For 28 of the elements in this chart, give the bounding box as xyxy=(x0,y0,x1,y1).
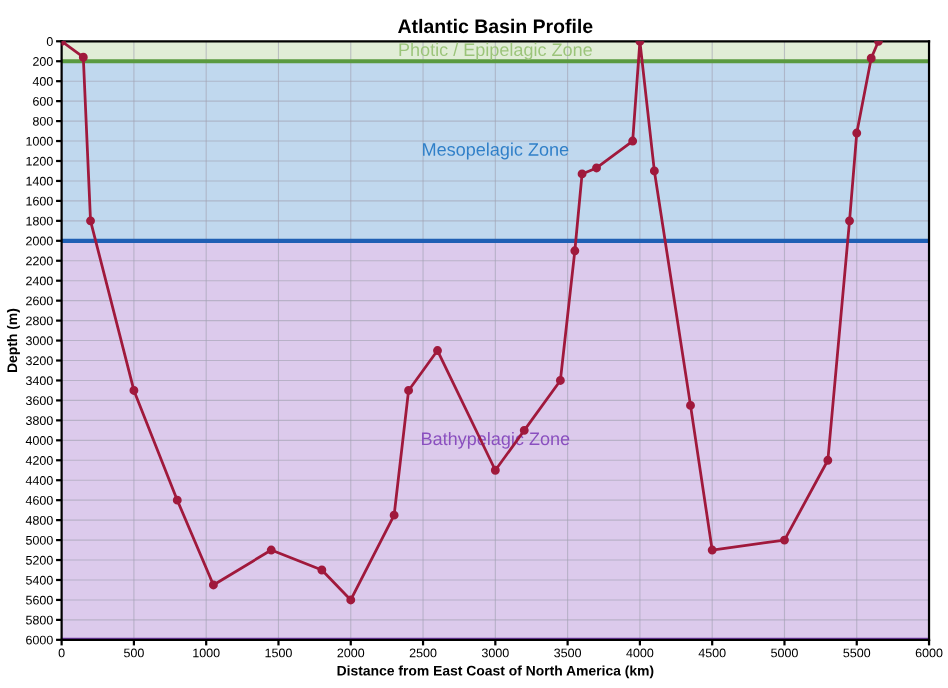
point xyxy=(208,580,218,590)
point xyxy=(852,128,862,138)
point xyxy=(389,510,399,520)
point xyxy=(845,216,854,226)
point xyxy=(86,216,95,226)
band-label: Mesopelagic Zone xyxy=(423,142,569,160)
point xyxy=(404,385,414,395)
point xyxy=(555,376,565,385)
point xyxy=(570,246,580,256)
point xyxy=(707,545,717,555)
point xyxy=(433,346,442,355)
point xyxy=(823,455,833,465)
point xyxy=(592,163,601,173)
point xyxy=(780,535,789,545)
point xyxy=(490,465,500,475)
point xyxy=(628,136,638,146)
point xyxy=(686,400,695,410)
point xyxy=(866,53,876,63)
band-label: Photic / Epipelagic Zone xyxy=(399,42,592,60)
point xyxy=(577,169,587,179)
point xyxy=(266,545,276,555)
point xyxy=(346,595,356,605)
point xyxy=(129,385,139,395)
chart-title: Atlantic Basin Profile xyxy=(398,18,593,34)
point xyxy=(172,495,182,505)
point xyxy=(649,166,659,176)
point xyxy=(78,52,88,62)
point xyxy=(317,565,327,575)
